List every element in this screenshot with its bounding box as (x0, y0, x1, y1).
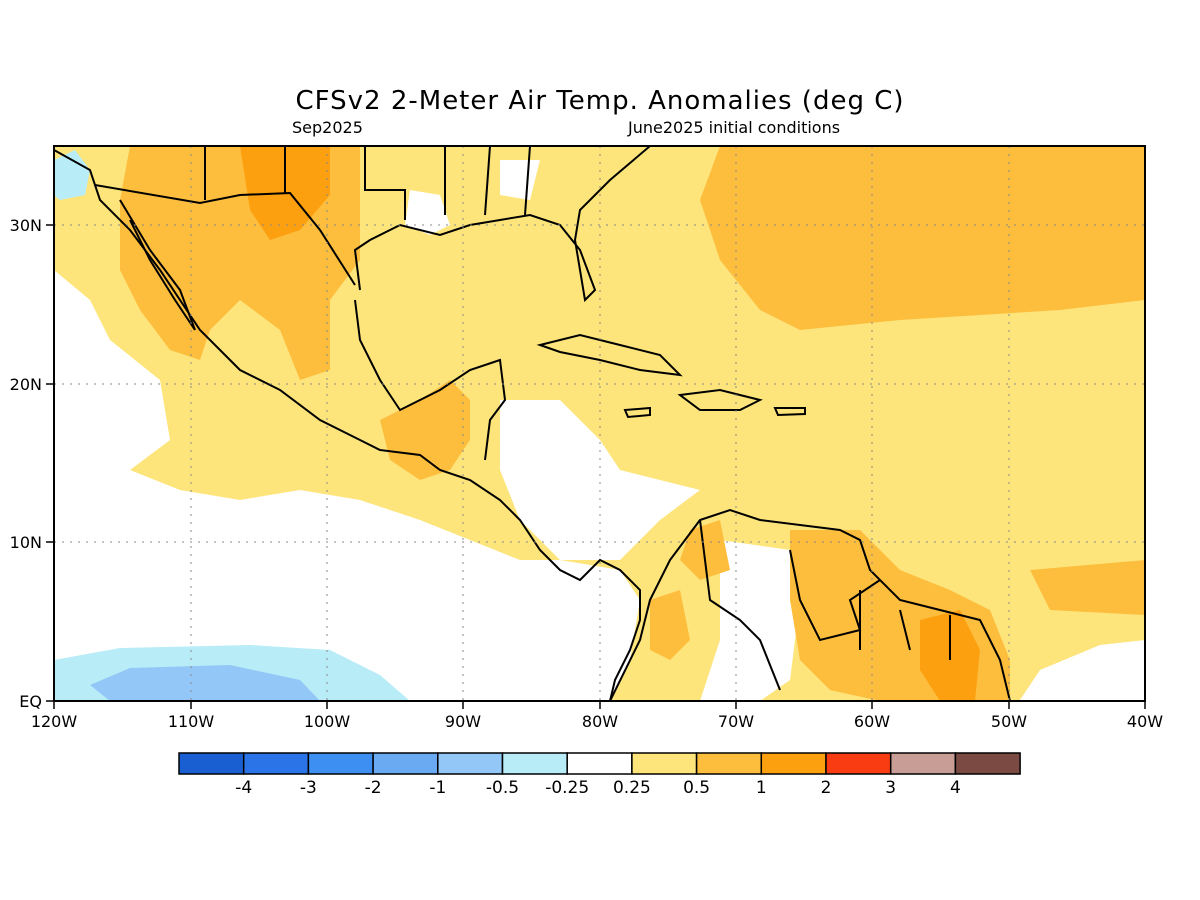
colorbar-box (954, 752, 1021, 775)
orange-region-yucatan (380, 380, 470, 480)
lat-lon-grid (54, 146, 1145, 701)
lon-labels: 120W 110W 100W 90W 80W 70W 60W 50W 40W (31, 712, 1163, 731)
colorbar-box (178, 752, 245, 775)
outline-puerto-rico (773, 407, 806, 417)
lon-label: 60W (854, 712, 890, 731)
initial-conditions: June2025 initial conditions (628, 118, 841, 137)
colorbar-label: -1 (429, 778, 446, 798)
colorbar-label: -0.5 (486, 778, 519, 798)
colorbar-box (889, 752, 957, 775)
lon-label: 100W (304, 712, 351, 731)
coastlines (54, 146, 1011, 701)
coastline-baja-california (119, 199, 196, 331)
colorbar-box (760, 752, 827, 775)
lat-label: 10N (10, 533, 42, 552)
border-venezuela (699, 519, 881, 691)
colorbar-box (372, 752, 439, 775)
colorbar-label: -4 (235, 778, 252, 798)
colorbar-label: -0.25 (545, 778, 589, 798)
lat-label: 20N (10, 375, 42, 394)
colorbar-box (307, 752, 374, 775)
lat-label: EQ (19, 692, 42, 711)
orange-region-colombia (650, 520, 730, 660)
white-region-venezuela (700, 540, 800, 701)
colorbar-labels: -4 -3 -2 -1 -0.5 -0.25 0.25 0.5 1 2 3 4 (235, 778, 961, 798)
lon-label: 90W (445, 712, 481, 731)
axis-ticks (46, 224, 1146, 709)
colorbar-label: 2 (821, 778, 832, 798)
lon-label: 50W (991, 712, 1027, 731)
colorbar-box (501, 752, 568, 775)
coastline-gulf-of-mexico (353, 146, 651, 303)
colorbar-label: 0.5 (683, 778, 710, 798)
colorbar-label: 4 (950, 778, 961, 798)
valid-month: Sep2025 (292, 118, 363, 137)
outline-jamaica (623, 406, 651, 419)
colorbar-box (437, 752, 504, 775)
anomaly-field (54, 146, 1145, 701)
colorbar-box (695, 752, 763, 775)
lat-label: 30N (10, 216, 42, 235)
orange-region-atlantic-east (1030, 560, 1145, 615)
colorbar-label: -2 (365, 778, 382, 798)
lon-label: 40W (1127, 712, 1163, 731)
colorbar-label: 0.25 (613, 778, 651, 798)
outline-hispaniola (677, 388, 763, 411)
lon-label: 70W (718, 712, 754, 731)
colorbar-box (631, 752, 698, 775)
coastline-south-america (609, 508, 1011, 701)
coastline-north-central-america (54, 149, 641, 701)
colorbar-box (825, 752, 892, 775)
colorbar-boxes (178, 752, 1021, 775)
white-region-caribbean (500, 400, 700, 560)
white-region-eastern-pacific (54, 270, 640, 701)
cold-region-california (54, 150, 90, 200)
colorbar-label: 3 (885, 778, 896, 798)
outline-cuba (536, 333, 683, 377)
colorbar-box (242, 752, 310, 775)
lon-label: 110W (168, 712, 215, 731)
lon-label: 120W (31, 712, 78, 731)
map-title: CFSv2 2-Meter Air Temp. Anomalies (deg C… (295, 86, 905, 116)
border-guianas (859, 590, 951, 660)
white-region-us-south (405, 160, 540, 235)
border-states (204, 146, 531, 220)
colorbar: -4 -3 -2 -1 -0.5 -0.25 0.25 0.5 1 2 3 4 (178, 752, 1021, 798)
lat-labels: EQ 10N 20N 30N (10, 216, 42, 711)
border-usa-mexico (94, 184, 356, 286)
lon-label: 80W (582, 712, 618, 731)
colorbar-box (566, 752, 633, 775)
coastline-yucatan (354, 299, 507, 461)
white-region-guianas-ocean (1020, 640, 1145, 701)
cold-region-blue (90, 665, 320, 701)
orange-region-atlantic (700, 146, 1145, 330)
colorbar-label: 1 (756, 778, 767, 798)
colorbar-label: -3 (300, 778, 317, 798)
